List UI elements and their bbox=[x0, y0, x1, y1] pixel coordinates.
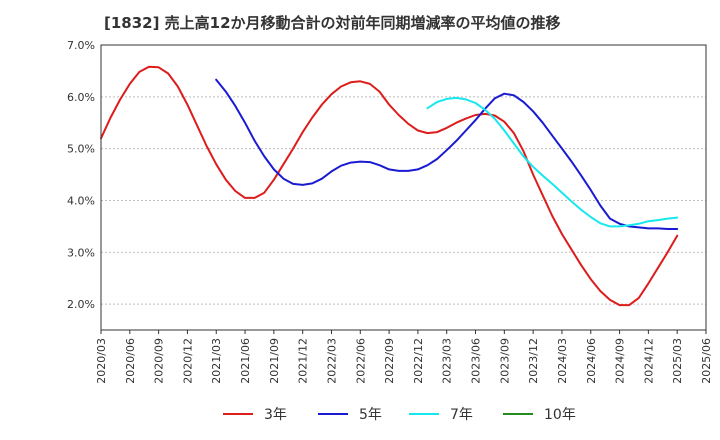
x-tick-label: 2020/06 bbox=[124, 338, 137, 384]
x-tick-label: 2023/09 bbox=[498, 338, 511, 384]
x-tick-label: 2022/12 bbox=[412, 338, 425, 384]
x-tick-label: 2020/12 bbox=[181, 338, 194, 384]
x-tick-label: 2020/03 bbox=[95, 338, 108, 384]
y-tick-label: 3.0% bbox=[67, 246, 95, 259]
legend: 3年 5年 7年 10年 bbox=[223, 407, 576, 423]
plot-frame bbox=[100, 44, 707, 331]
x-tick-label: 2023/06 bbox=[470, 338, 483, 384]
series-line-5年 bbox=[215, 78, 679, 230]
x-tick-label: 2021/03 bbox=[210, 338, 223, 384]
legend-label: 3年 bbox=[264, 407, 287, 423]
series-lines bbox=[100, 65, 679, 307]
x-tick-label: 2024/06 bbox=[585, 338, 598, 384]
x-tick-label: 2021/12 bbox=[297, 338, 310, 384]
x-tick-label: 2024/12 bbox=[642, 338, 655, 384]
axes: 2.0% 3.0% 4.0% 5.0% 6.0% 7.0% 2020/03 2020/06 20… bbox=[67, 39, 713, 384]
x-tick-label: 2021/06 bbox=[239, 338, 252, 384]
y-tick-label: 4.0% bbox=[67, 194, 95, 207]
x-tick-label: 2022/06 bbox=[354, 338, 367, 384]
x-tick-label: 2025/03 bbox=[671, 338, 684, 384]
y-tick-label: 2.0% bbox=[67, 298, 95, 311]
x-tick-label: 2023/12 bbox=[527, 338, 540, 384]
y-tick-label: 5.0% bbox=[67, 143, 95, 156]
x-tick-label: 2025/06 bbox=[700, 338, 713, 384]
x-tick-label: 2021/09 bbox=[268, 338, 281, 384]
legend-label: 10年 bbox=[544, 407, 576, 423]
x-tick-label: 2022/03 bbox=[325, 338, 338, 384]
y-tick-label: 7.0% bbox=[67, 39, 95, 52]
grid bbox=[101, 44, 706, 305]
x-tick-label: 2024/09 bbox=[614, 338, 627, 384]
chart-title: [1832] 売上高12か月移動合計の対前年同期増減率の平均値の推移 bbox=[104, 14, 561, 32]
legend-label: 7年 bbox=[450, 407, 473, 423]
series-line-7年 bbox=[426, 96, 679, 228]
y-tick-label: 6.0% bbox=[67, 91, 95, 104]
legend-label: 5年 bbox=[359, 407, 382, 423]
x-tick-label: 2024/03 bbox=[556, 338, 569, 384]
x-tick-label: 2022/09 bbox=[383, 338, 396, 384]
series-line-3年 bbox=[100, 65, 679, 307]
x-tick-label: 2020/09 bbox=[153, 338, 166, 384]
x-tick-label: 2023/03 bbox=[441, 338, 454, 384]
